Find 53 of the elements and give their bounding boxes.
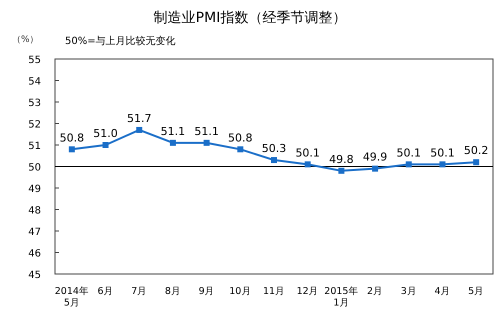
chart-title: 制造业PMI指数（经季节调整） (154, 10, 346, 26)
point (170, 140, 176, 146)
point (439, 161, 446, 168)
point (406, 161, 412, 168)
x-tick-label: 9月 (198, 286, 215, 297)
point (204, 140, 210, 146)
y-axis-title: （%） (12, 35, 39, 45)
data-label: 51.1 (160, 124, 186, 138)
x-tick-label: 11月 (262, 286, 286, 297)
x-tick-label: 7月 (131, 286, 148, 297)
point (271, 157, 277, 164)
y-tick-label: 48 (28, 206, 41, 216)
data-label: 51.1 (194, 124, 219, 138)
y-tick-label: 45 (28, 270, 41, 281)
point (372, 166, 378, 172)
y-tick-label: 46 (28, 248, 41, 260)
x-tick-label: 3月 (400, 286, 417, 297)
x-tick-label: 6月 (98, 286, 114, 297)
data-label: 49.8 (329, 152, 354, 166)
y-tick-label: 51 (28, 141, 41, 152)
data-label: 50.8 (60, 131, 84, 144)
x-tick-label: 10月 (229, 286, 252, 297)
y-tick-label: 53 (28, 98, 41, 109)
point (473, 159, 480, 166)
point (338, 168, 344, 174)
point (102, 142, 109, 148)
point (237, 146, 244, 152)
point (68, 146, 75, 152)
y-tick-label: 47 (28, 227, 41, 238)
text: 50%=与上月比较无变化 (65, 35, 176, 47)
data-label: 51.7 (126, 112, 152, 125)
point (136, 126, 142, 133)
data-label: 50.1 (396, 146, 422, 160)
x-tick-label: 2月 (367, 286, 384, 297)
y-tick-label: 55 (28, 55, 41, 66)
data-label: 50.2 (464, 144, 488, 158)
data-label: 50.8 (228, 131, 253, 144)
y-tick-label: 54 (28, 76, 41, 88)
x-tick-label: 12月 (296, 286, 319, 297)
y-tick-label: 50 (28, 162, 41, 174)
point (304, 161, 311, 168)
x-tick-label: 5月 (468, 286, 484, 297)
data-label: 49.9 (362, 150, 388, 164)
x-tick-label: 4月 (434, 286, 450, 297)
data-label: 50.1 (430, 146, 455, 160)
data-label: 51.0 (93, 127, 118, 140)
x-tick-label: 2014年 5月 (54, 285, 89, 308)
x-tick-label: 8月 (164, 286, 181, 297)
data-label: 50.3 (262, 142, 286, 156)
y-tick-label: 49 (28, 184, 41, 195)
x-tick-label: 2015年 1月 (324, 285, 358, 308)
y-tick-label: 52 (28, 120, 41, 130)
data-label: 50.1 (295, 146, 320, 160)
